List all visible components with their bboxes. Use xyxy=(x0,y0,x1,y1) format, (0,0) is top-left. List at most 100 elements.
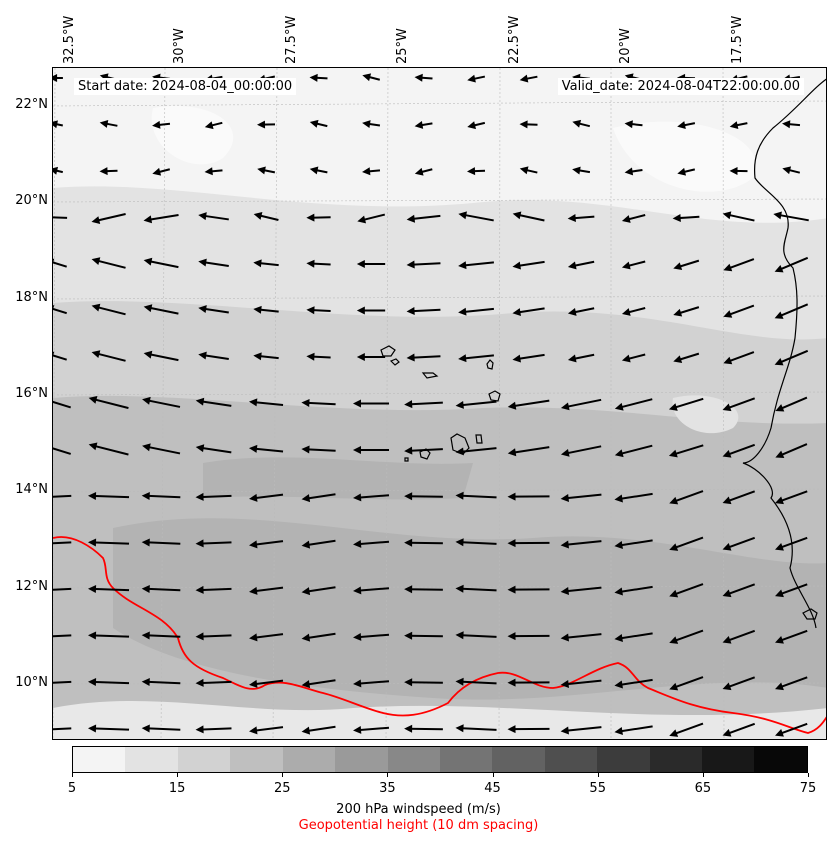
wind-arrow-head xyxy=(669,543,679,551)
wind-arrow-head xyxy=(455,631,464,640)
wind-arrow-shaft xyxy=(202,354,229,360)
colorbar-band xyxy=(177,747,231,772)
wind-arrow-head xyxy=(775,589,784,598)
wind-arrow-shaft xyxy=(672,676,704,689)
wind-arrow-head xyxy=(141,677,150,686)
coastline xyxy=(380,78,826,629)
wind-arrow-head xyxy=(567,261,577,270)
wind-arrow-head xyxy=(774,357,784,366)
lat-label: 10°N xyxy=(15,675,48,690)
wind-arrow-shaft xyxy=(408,681,443,684)
wind-arrow-head xyxy=(507,632,516,641)
wind-arrow-shaft xyxy=(145,727,181,731)
wind-arrow-head xyxy=(362,73,372,82)
wind-arrow-head xyxy=(91,350,101,359)
wind-arrow-shaft xyxy=(516,307,545,314)
wind-arrow-head xyxy=(195,492,204,501)
wind-arrow-head xyxy=(673,262,683,271)
wind-arrow-shaft xyxy=(252,447,284,453)
wind-arrow-head xyxy=(204,167,213,176)
wind-arrow-shaft xyxy=(410,308,441,313)
wind-arrow-shaft xyxy=(252,400,284,407)
wind-arrow-head xyxy=(353,632,362,641)
wind-arrow-shaft xyxy=(459,400,497,407)
colorbar-tick-mark xyxy=(177,773,179,777)
wind-arrow-head xyxy=(249,493,258,502)
wind-arrow-head xyxy=(560,402,570,411)
wind-arrow-shaft xyxy=(672,490,704,503)
wind-arrow-head xyxy=(249,586,258,595)
wind-arrow-head xyxy=(775,636,784,644)
wind-arrow-head xyxy=(53,120,58,129)
wind-arrow-shaft xyxy=(672,583,704,596)
wind-arrow-shaft xyxy=(356,540,390,546)
wind-arrow-shaft xyxy=(53,634,72,638)
wind-arrow-shaft xyxy=(199,541,232,545)
wind-arrow-shaft xyxy=(778,583,808,596)
colorbar-tick-label: 35 xyxy=(379,781,396,796)
wind-arrow-head xyxy=(458,354,467,363)
wind-arrow-head xyxy=(621,215,631,223)
wind-arrow-shaft xyxy=(360,213,386,222)
lat-label: 12°N xyxy=(15,579,48,594)
wind-arrow-shaft xyxy=(726,258,755,270)
wind-arrow-shaft xyxy=(53,307,67,315)
wind-arrow-head xyxy=(356,260,365,268)
wind-arrow-shaft xyxy=(777,303,809,318)
valid-date-label: Valid_date: 2024-08-04T22:00:00.00 xyxy=(557,78,804,95)
colorbar-tick-label: 55 xyxy=(589,781,606,796)
wind-arrow-shaft xyxy=(202,214,229,221)
wind-arrow-shaft xyxy=(564,493,602,500)
wind-arrow-head xyxy=(722,729,732,737)
wind-arrow-shaft xyxy=(305,401,336,406)
wind-arrow-head xyxy=(352,446,361,454)
wind-arrow-head xyxy=(467,167,476,176)
wind-arrow-shaft xyxy=(145,399,181,408)
wind-arrow-shaft xyxy=(305,586,336,593)
wind-arrow-shaft xyxy=(408,448,443,452)
wind-arrow-shaft xyxy=(53,400,72,409)
wind-arrow-head xyxy=(141,631,150,640)
wind-arrow-head xyxy=(669,636,679,644)
wind-arrow-head xyxy=(723,263,733,272)
wind-arrow-head xyxy=(614,494,623,503)
wind-arrow-shaft xyxy=(202,307,229,314)
wind-arrow-shaft xyxy=(511,446,550,454)
wind-arrow-head xyxy=(669,589,679,598)
wind-arrow-shaft xyxy=(91,680,130,685)
wind-arrow-head xyxy=(253,305,262,314)
wind-arrow-shaft xyxy=(145,541,181,545)
wind-arrow-head xyxy=(301,445,310,454)
wind-arrow-shaft xyxy=(778,443,808,457)
wind-arrow-head xyxy=(722,543,732,551)
wind-arrow-head xyxy=(512,261,521,270)
wind-arrow-head xyxy=(507,725,516,734)
colorbar-band xyxy=(649,747,703,772)
wind-arrow-shaft xyxy=(147,214,179,221)
windspeed-shading xyxy=(53,106,826,739)
wind-arrow-head xyxy=(143,215,153,224)
wind-arrow-shaft xyxy=(95,305,126,316)
wind-arrow-head xyxy=(356,353,365,361)
wind-arrow-head xyxy=(624,167,634,176)
wind-arrow-head xyxy=(301,398,310,407)
wind-arrow-head xyxy=(722,636,732,644)
wind-arrow-shaft xyxy=(462,213,494,222)
colorbar-tick-label: 65 xyxy=(694,781,712,796)
wind-arrow-shaft xyxy=(726,351,755,363)
wind-arrow-shaft xyxy=(778,396,808,411)
wind-arrow-shaft xyxy=(95,352,126,362)
wind-arrow-shaft xyxy=(511,399,550,408)
wind-arrow-shaft xyxy=(252,726,284,732)
wind-arrow-head xyxy=(722,211,732,220)
wind-arrow-shaft xyxy=(459,447,497,453)
wind-arrow-head xyxy=(204,121,214,130)
colorbar-tick-mark xyxy=(492,773,494,777)
wind-arrow-head xyxy=(301,587,311,596)
wind-arrow-head xyxy=(414,121,424,129)
wind-arrow-head xyxy=(53,351,55,356)
wind-arrow-shaft xyxy=(725,583,756,596)
colorbar-band xyxy=(282,747,336,772)
wind-arrow-head xyxy=(729,166,738,175)
wind-arrow-head xyxy=(198,305,207,314)
